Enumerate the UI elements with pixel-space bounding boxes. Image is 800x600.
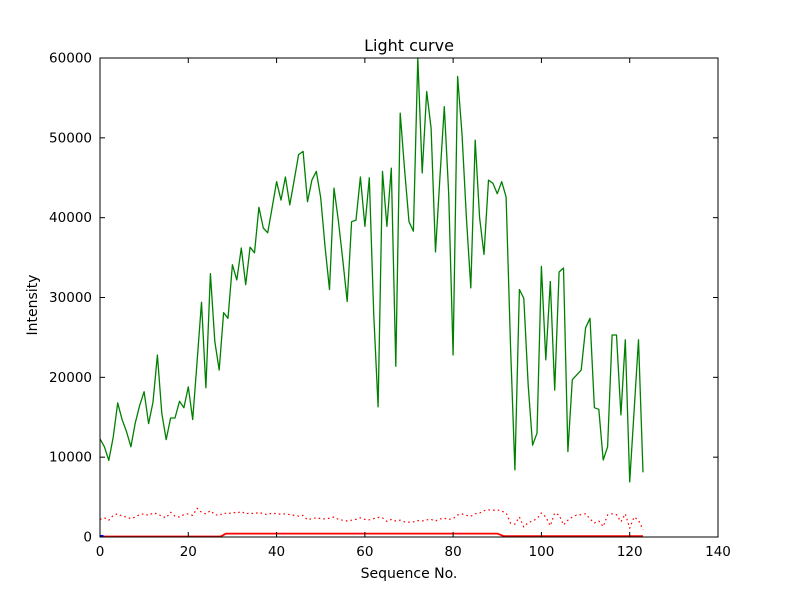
baseline-step-series xyxy=(100,532,643,538)
x-axis-label: Sequence No. xyxy=(360,566,458,582)
x-tick-label: 60 xyxy=(356,544,373,560)
x-tick-label: 80 xyxy=(445,544,462,560)
x-tick-label: 40 xyxy=(268,544,285,560)
x-tick-label: 140 xyxy=(705,544,731,560)
y-tick-label: 30000 xyxy=(49,290,92,306)
y-tick-label: 60000 xyxy=(49,51,92,67)
axes-layer: 0 20 40 60 80 100 120 140 0 10000 20000 30000 40000 5… xyxy=(49,51,731,561)
y-axis-label: Intensity xyxy=(25,274,41,336)
x-tick-label: 100 xyxy=(529,544,555,560)
intensity-curve-series xyxy=(99,57,644,483)
x-tick-label: 0 xyxy=(96,544,105,560)
chart-title: Light curve xyxy=(364,36,454,55)
plot-border xyxy=(99,57,719,538)
y-tick-label: 20000 xyxy=(49,370,92,386)
reference-dotted-series xyxy=(99,507,644,531)
y-tick-label: 10000 xyxy=(49,450,92,466)
y-tick-label: 40000 xyxy=(49,210,92,226)
y-tick-label: 0 xyxy=(83,530,92,546)
x-tick-label: 20 xyxy=(180,544,197,560)
series-layer xyxy=(99,57,644,538)
x-tick-label: 120 xyxy=(617,544,643,560)
y-tick-label: 50000 xyxy=(49,130,92,146)
